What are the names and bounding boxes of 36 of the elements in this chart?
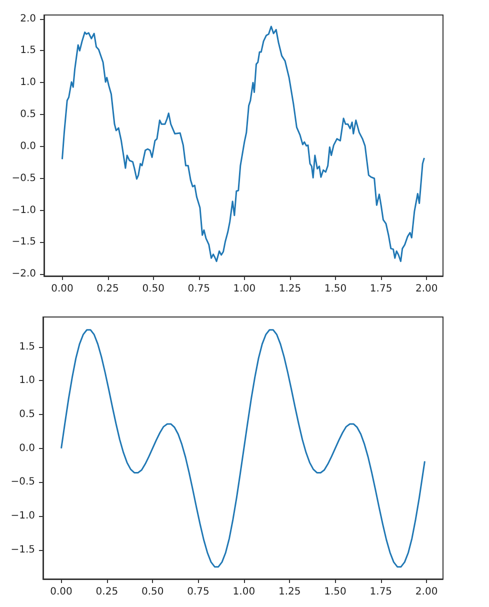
x-tick-label: 0.75 — [188, 284, 210, 294]
y-tick-label: −1.5 — [10, 544, 35, 556]
x-tick-label: 0.00 — [50, 586, 72, 598]
y-tick-label: 1.5 — [19, 341, 35, 352]
y-tick-label: 0.5 — [19, 408, 35, 420]
x-tick-label: 2.00 — [415, 284, 438, 294]
x-tick-label: 2.00 — [415, 586, 438, 598]
x-tick-label: 0.75 — [187, 586, 210, 598]
x-tick-label: 1.25 — [278, 586, 301, 598]
y-tick-label: 0.0 — [20, 140, 36, 152]
x-tick-label: 0.25 — [96, 586, 118, 598]
x-tick-label: 1.75 — [370, 586, 392, 598]
x-tick-label: 1.00 — [232, 586, 256, 598]
y-tick-label: −1.0 — [12, 204, 36, 216]
y-tick-label: 1.5 — [20, 45, 36, 56]
x-tick-label: 0.50 — [141, 586, 164, 598]
x-tick-label: 0.25 — [96, 284, 119, 294]
y-tick-label: 1.0 — [19, 375, 35, 386]
y-tick-label: −0.5 — [12, 172, 36, 184]
x-tick-label: 1.25 — [278, 284, 302, 294]
x-tick-label: 1.50 — [324, 586, 346, 598]
line-series — [61, 26, 425, 262]
y-tick-label: −0.5 — [10, 476, 35, 488]
x-tick-label: 1.75 — [370, 284, 392, 294]
y-tick-label: −1.5 — [12, 236, 36, 248]
y-tick-label: 0.5 — [20, 109, 36, 120]
y-tick-label: 0.0 — [19, 442, 35, 454]
x-tick-label: 1.00 — [233, 284, 256, 294]
x-tick-label: 1.50 — [324, 284, 347, 294]
line-series — [60, 329, 426, 568]
y-tick-label: −1.0 — [10, 510, 35, 522]
y-tick-label: 1.0 — [20, 77, 36, 88]
x-tick-label: 0.50 — [142, 284, 164, 294]
y-tick-label: −2.0 — [12, 268, 36, 280]
x-tick-label: 0.00 — [51, 284, 74, 294]
y-tick-label: 2.0 — [20, 13, 36, 24]
